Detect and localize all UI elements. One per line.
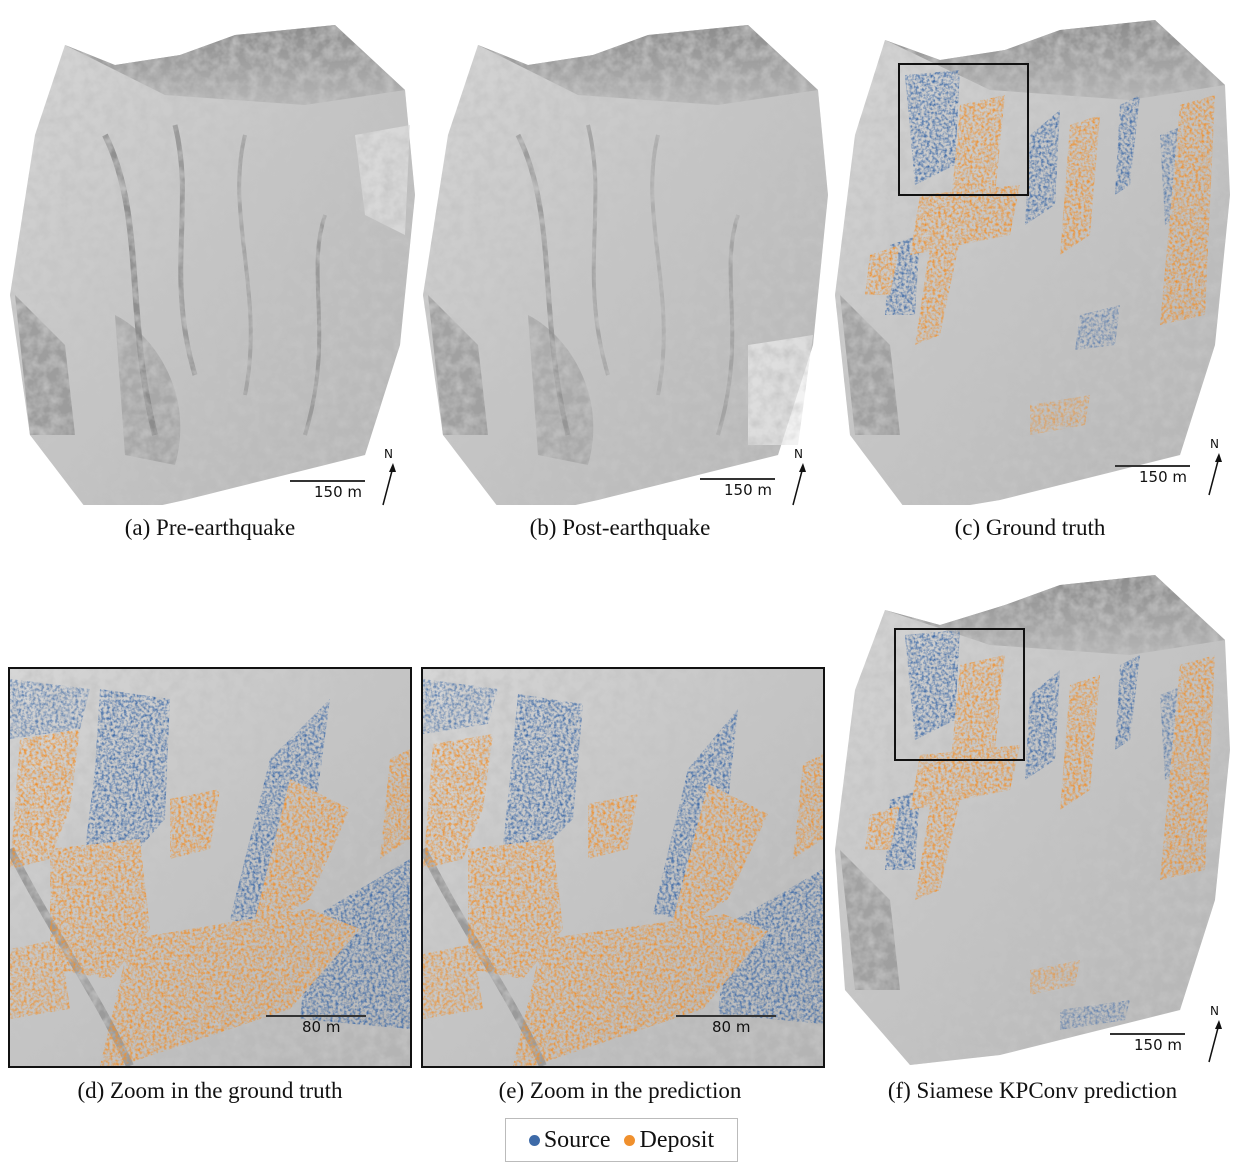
caption-d: (d) Zoom in the ground truth [77,1078,343,1103]
scalebar-f-label: 150 m [1134,1036,1183,1054]
caption-e: (e) Zoom in the prediction [498,1078,742,1103]
zoom-render-e [423,669,823,1066]
scalebar-d-label: 80 m [302,1018,341,1036]
north-arrow-icon [792,463,806,506]
legend-item-source: Source [528,1126,611,1154]
panel-c-ground-truth [830,15,1230,505]
panel-a-pre-earthquake [5,15,415,505]
north-label-f: N [1210,1004,1219,1018]
scalebar-e-label: 80 m [712,1018,751,1036]
deposit-dot-icon [624,1134,636,1146]
legend-source-label: Source [543,1126,611,1153]
panel-e-zoom-prediction [421,667,825,1068]
scalebar-c-label: 150 m [1139,468,1188,486]
zoom-region-c [898,63,1029,196]
legend-item-deposit: Deposit [624,1127,714,1154]
panel-f-siamese-prediction [830,570,1230,1065]
scalebar-b-label: 150 m [724,481,773,499]
zoom-region-f [894,628,1025,761]
north-label-a: N [384,447,393,461]
scalebar-a-label: 150 m [314,483,363,501]
north-arrow-icon [382,463,396,506]
north-label-c: N [1210,437,1219,451]
north-arrow-icon [1208,1020,1222,1063]
legend-deposit-label: Deposit [639,1126,715,1153]
north-label-b: N [794,447,803,461]
terrain-render-b [423,25,828,505]
north-arrow-icon [1208,453,1222,496]
zoom-render-d [10,669,410,1066]
caption-a: (a) Pre-earthquake [124,515,296,540]
caption-f: (f) Siamese KPConv prediction [887,1078,1178,1103]
terrain-render-a [10,25,415,505]
panel-d-zoom-ground-truth [8,667,412,1068]
terrain-render-f [835,575,1230,1065]
legend: Source Deposit [505,1118,738,1162]
caption-b: (b) Post-earthquake [529,515,711,540]
panel-b-post-earthquake [418,15,828,505]
caption-c: (c) Ground truth [954,515,1106,540]
terrain-render-c [835,20,1230,505]
source-dot-icon [528,1134,540,1146]
